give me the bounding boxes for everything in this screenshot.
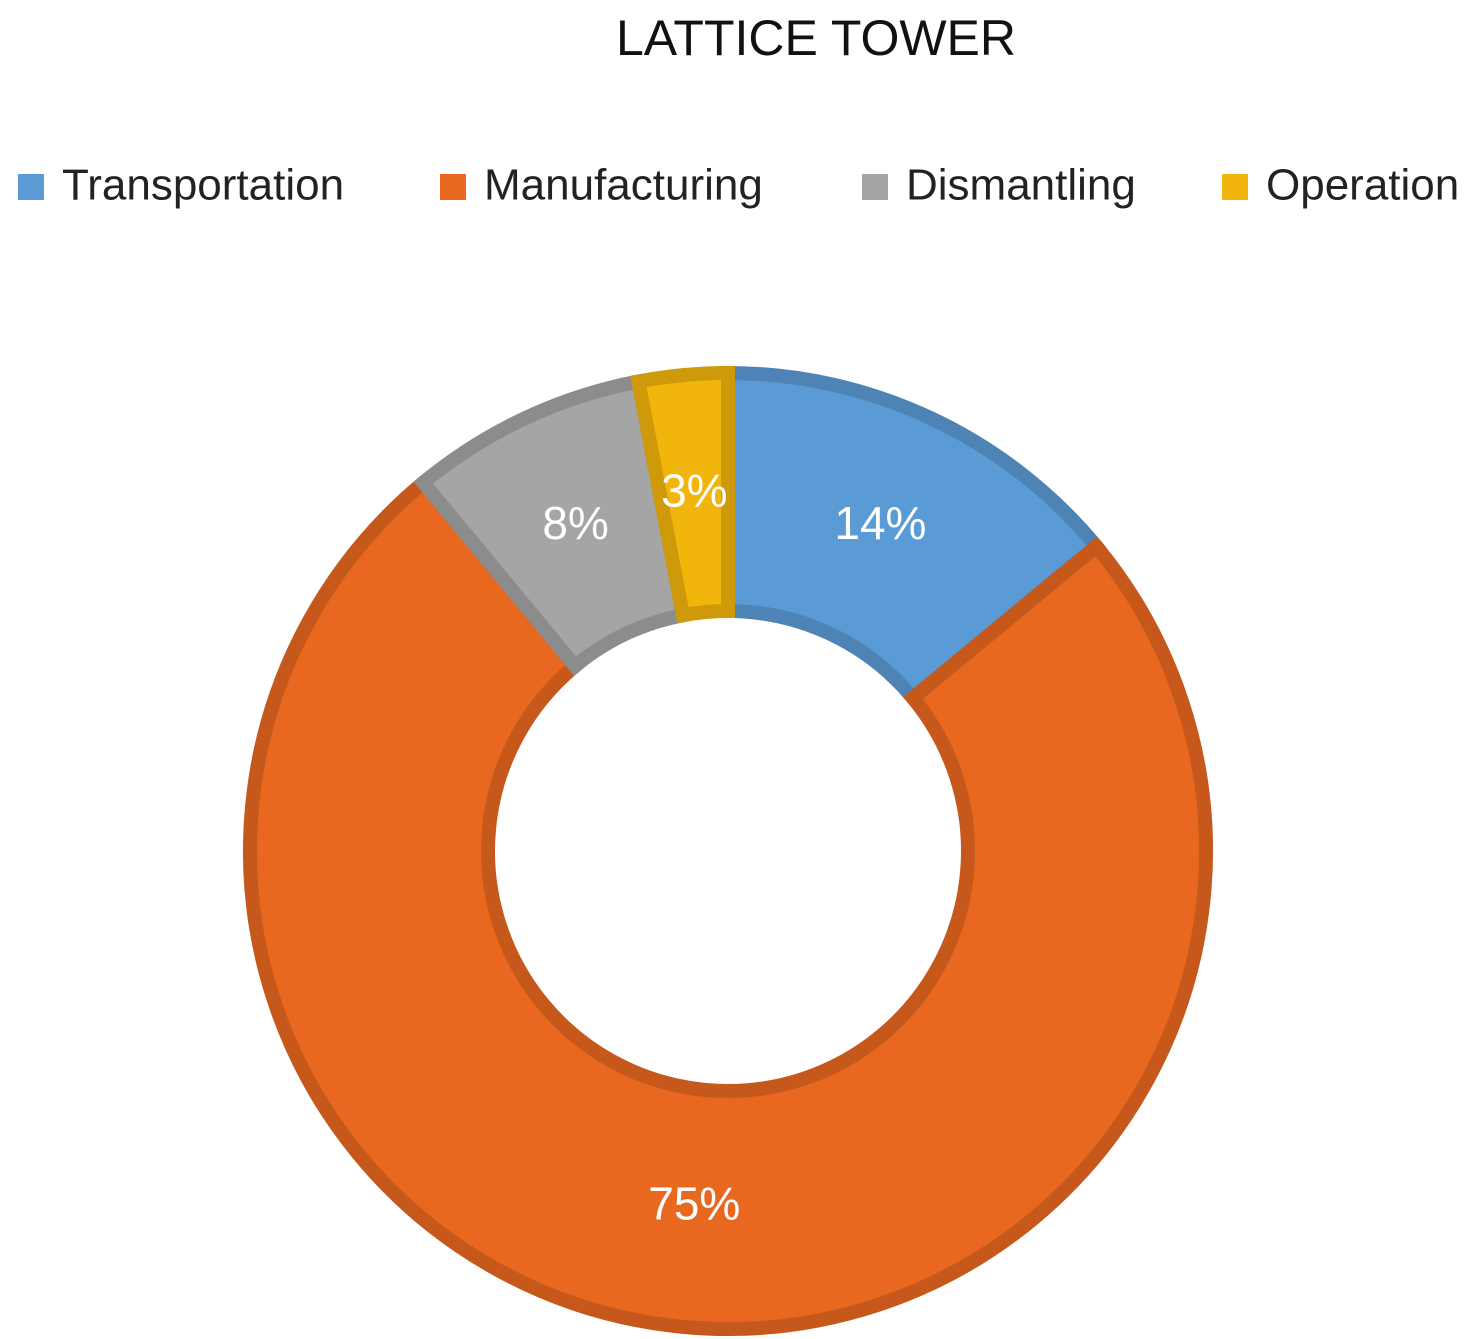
donut-slice <box>243 472 1213 1336</box>
data-label: 14% <box>834 497 926 549</box>
data-label: 3% <box>661 465 727 517</box>
legend-label: Operation <box>1266 161 1459 210</box>
legend-swatch <box>440 174 466 200</box>
donut-slice <box>630 365 735 624</box>
legend-label: Manufacturing <box>484 161 763 210</box>
legend-label: Transportation <box>62 161 344 210</box>
data-label: 75% <box>648 1178 740 1230</box>
chart-title: LATTICE TOWER <box>616 10 1016 66</box>
legend-swatch <box>862 174 888 200</box>
legend-label: Dismantling <box>906 161 1136 210</box>
donut: 14% 75% 8% 3% <box>243 365 1213 1336</box>
legend-swatch <box>18 174 44 200</box>
legend: Transportation Manufacturing Dismantling Op… <box>18 161 1459 210</box>
legend-swatch <box>1222 174 1248 200</box>
data-label: 8% <box>542 497 608 549</box>
